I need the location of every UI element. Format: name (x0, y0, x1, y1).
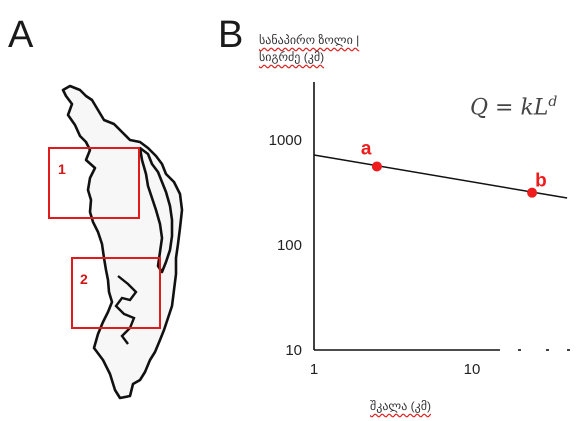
y-axis-label-line-1: სანაპირო ზოლი | (259, 33, 360, 47)
island-shape (138, 146, 174, 274)
coastline-map: 1 2 (48, 84, 184, 400)
power-law-formula: Q = kLd (470, 94, 558, 121)
zoom-box-2 (71, 257, 161, 329)
data-point-label-a: a (361, 138, 372, 159)
y-tick-label: 1000 (269, 132, 302, 149)
fit-line (313, 154, 568, 199)
panel-letter-a: A (8, 14, 34, 56)
inlet-shape (114, 275, 138, 345)
y-axis-label-line-2: სიგრძე (კმ) (259, 50, 325, 64)
y-tick-label: 100 (277, 237, 302, 254)
x-tick-label: 10 (464, 361, 481, 378)
y-tick-label: 10 (285, 342, 302, 359)
zoom-box-2-label: 2 (80, 271, 88, 287)
zoom-box-1 (48, 147, 140, 219)
x-tick-label: 1 (310, 361, 318, 378)
zoom-box-1-label: 1 (58, 161, 66, 177)
data-point-a (371, 161, 382, 172)
data-point-label-b: b (535, 171, 547, 192)
data-point-b (527, 187, 538, 198)
panel-letter-b: B (218, 14, 244, 56)
x-axis-label: შკალა (კმ) (370, 399, 432, 413)
